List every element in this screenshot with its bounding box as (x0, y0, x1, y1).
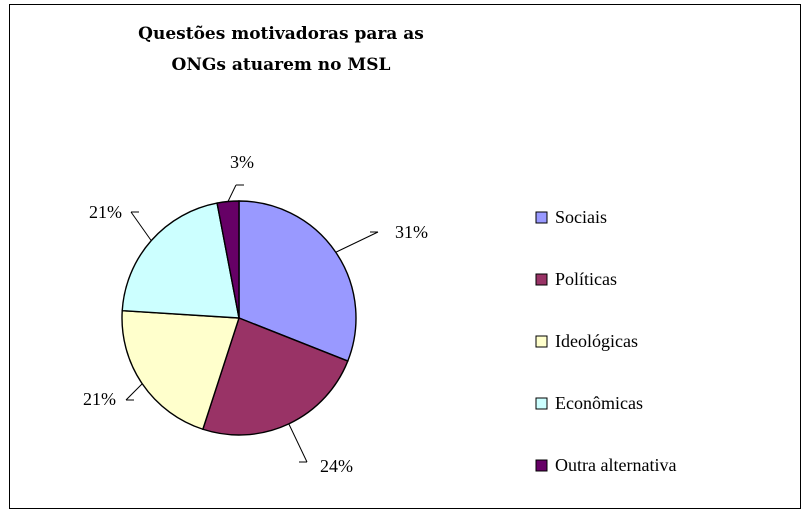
leader-line (335, 231, 379, 253)
legend: Sociais Políticas Ideológicas Econômicas Out… (535, 207, 676, 475)
legend-swatch (535, 273, 548, 286)
pie-slice-pol-ticas (201, 317, 349, 436)
legend-label: Outra alternativa (555, 455, 676, 475)
chart-title-line-1: Questões motivadoras para as (138, 24, 424, 44)
legend-swatch (535, 211, 548, 224)
legend-swatch (535, 397, 548, 410)
pie-slice-ideol-gicas (121, 309, 240, 431)
data-label: 21% (83, 389, 116, 409)
legend-label: Ideológicas (555, 331, 638, 351)
leader-line (227, 184, 237, 202)
legend-label: Sociais (555, 207, 607, 227)
data-label: 31% (395, 222, 428, 242)
chart-title-line-2: ONGs atuarem no MSL (172, 55, 391, 75)
legend-label: Econômicas (555, 393, 643, 413)
pie-slices (121, 200, 357, 436)
pie-data-labels: 31% 24% 21% 21% 3% (83, 152, 428, 476)
data-label: 21% (89, 202, 122, 222)
legend-label: Políticas (555, 269, 617, 289)
pie-slice-sociais (238, 200, 357, 362)
data-label: 24% (320, 456, 353, 476)
legend-swatch (535, 459, 548, 472)
pie-leader-lines (125, 184, 379, 463)
leader-line (130, 211, 152, 241)
leader-line (288, 423, 308, 463)
legend-swatch (535, 335, 548, 348)
leader-line (125, 383, 143, 401)
data-label: 3% (230, 152, 254, 172)
